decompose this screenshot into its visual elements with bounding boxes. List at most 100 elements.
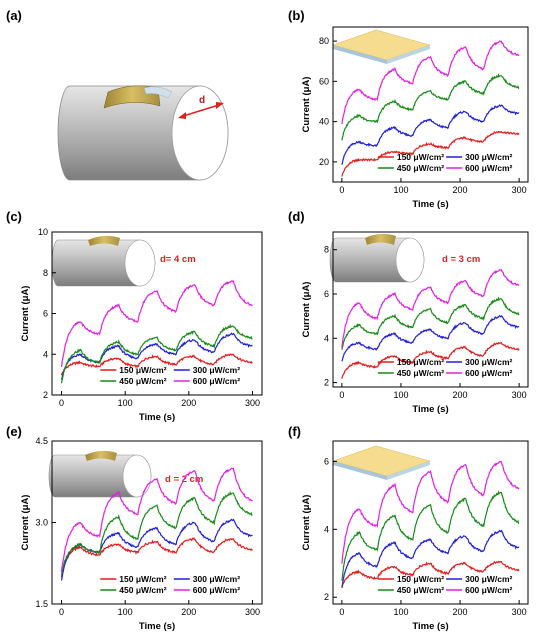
diameter-annotation: d= 4 cm (160, 254, 196, 265)
legend-label: 600 μW/cm² (193, 376, 240, 386)
legend-label: 450 μW/cm² (119, 376, 166, 386)
legend-label: 600 μW/cm² (465, 585, 512, 595)
series-line (341, 314, 520, 362)
y-tick-label: 2 (324, 378, 329, 388)
series-line (341, 341, 520, 379)
panel-label: (b) (288, 8, 305, 23)
x-axis-label: Time (s) (139, 412, 175, 423)
y-axis-label: Current (μA) (20, 286, 31, 342)
y-tick-label: 6 (324, 456, 329, 466)
y-tick-label: 4 (43, 349, 48, 359)
y-tick-label: 2 (324, 592, 329, 602)
panel-label: (a) (6, 8, 22, 23)
legend-label: 600 μW/cm² (465, 368, 512, 378)
legend-label: 300 μW/cm² (465, 357, 512, 367)
y-tick-label: 10 (38, 227, 48, 237)
y-tick-label: 60 (319, 76, 329, 86)
x-tick-label: 100 (118, 607, 133, 617)
x-tick-label: 200 (181, 607, 196, 617)
y-tick-label: 20 (319, 157, 329, 167)
x-tick-label: 200 (453, 607, 468, 617)
series-line (341, 130, 520, 177)
x-tick-label: 200 (181, 398, 196, 408)
legend-label: 450 μW/cm² (397, 163, 444, 173)
series-line (341, 490, 520, 581)
series-line (341, 104, 520, 165)
cylinder-illustration (51, 235, 156, 287)
x-tick-label: 300 (512, 607, 527, 617)
diameter-annotation: d = 3 cm (442, 254, 480, 265)
y-tick-label: 1.5 (35, 599, 48, 609)
legend-label: 150 μW/cm² (119, 574, 166, 584)
legend-label: 300 μW/cm² (465, 152, 512, 162)
series-line (341, 72, 520, 141)
y-tick-label: 80 (319, 36, 329, 46)
y-tick-label: 2 (43, 390, 48, 400)
x-tick-label: 0 (339, 390, 344, 400)
x-tick-label: 100 (393, 390, 408, 400)
panel-label: (e) (6, 424, 22, 439)
flat-film-illustration (331, 29, 432, 64)
legend-label: 150 μW/cm² (397, 357, 444, 367)
legend-label: 150 μW/cm² (119, 365, 166, 375)
panel-f: (f) 0 100 200 300 2 4 6 Time (s) Current (μA) 150… (288, 424, 529, 632)
cylinder-illustration (329, 233, 425, 283)
chart-f: 0 100 200 300 2 4 6 Time (s) Current (μA) 150 μW/… (301, 440, 529, 632)
x-axis-label: Time (s) (412, 404, 448, 415)
series-line (341, 560, 520, 588)
x-axis-label: Time (s) (412, 199, 448, 210)
chart-c: 0 100 200 300 2 4 6 8 10 Time (s) Current (μA) 150 … (20, 227, 263, 423)
series-line (341, 296, 520, 350)
series-line (60, 280, 253, 368)
chart-e: 0 100 200 300 1.5 3.0 4.5 Time (s) Current (μA) 1… (20, 436, 263, 632)
x-tick-label: 100 (393, 185, 408, 195)
panel-c: (c) d= 4 cm 0 100 200 300 2 4 6 8 10 Time (s) Curr… (6, 209, 263, 423)
series-line (60, 518, 253, 581)
series-line (341, 529, 520, 589)
legend-label: 300 μW/cm² (465, 574, 512, 584)
plot-frame (332, 26, 529, 183)
x-tick-label: 300 (512, 185, 527, 195)
y-tick-label: 40 (319, 117, 329, 127)
y-tick-label: 3.0 (35, 518, 48, 528)
panel-label: (f) (288, 424, 301, 439)
y-tick-label: 6 (43, 309, 48, 319)
series-line (60, 536, 253, 578)
cylinder-end (171, 85, 229, 181)
x-tick-label: 100 (393, 607, 408, 617)
legend-label: 600 μW/cm² (193, 585, 240, 595)
legend-label: 150 μW/cm² (397, 152, 444, 162)
y-axis-label: Current (μA) (301, 495, 312, 551)
y-axis-label: Current (μA) (301, 282, 312, 338)
panel-label: (c) (6, 209, 22, 224)
x-tick-label: 300 (245, 398, 260, 408)
series-line (341, 269, 520, 348)
series-line (60, 353, 253, 376)
legend-label: 450 μW/cm² (119, 585, 166, 595)
diameter-label: d (199, 95, 205, 106)
plot-frame (332, 231, 529, 388)
cylinder-illustration: d (57, 85, 229, 181)
legend-label: 450 μW/cm² (397, 368, 444, 378)
x-tick-label: 0 (59, 398, 64, 408)
x-tick-label: 200 (453, 185, 468, 195)
chart-d: 0 100 200 300 2 4 6 8 Time (s) Current (μA) 150 μW… (301, 231, 529, 415)
panel-a: (a) d (6, 8, 229, 181)
x-tick-label: 0 (339, 185, 344, 195)
y-tick-label: 8 (43, 268, 48, 278)
series-line (341, 460, 520, 564)
series-line (60, 467, 253, 573)
diameter-arrow (179, 103, 223, 118)
panel-label: (d) (288, 209, 305, 224)
flat-film-illustration (331, 445, 432, 480)
x-axis-label: Time (s) (412, 621, 448, 632)
x-tick-label: 100 (118, 398, 133, 408)
x-axis-label: Time (s) (139, 621, 175, 632)
x-tick-label: 0 (339, 607, 344, 617)
x-tick-label: 300 (245, 607, 260, 617)
series-line (60, 323, 253, 384)
y-tick-label: 6 (324, 289, 329, 299)
plot-frame (332, 440, 529, 605)
x-tick-label: 300 (512, 390, 527, 400)
